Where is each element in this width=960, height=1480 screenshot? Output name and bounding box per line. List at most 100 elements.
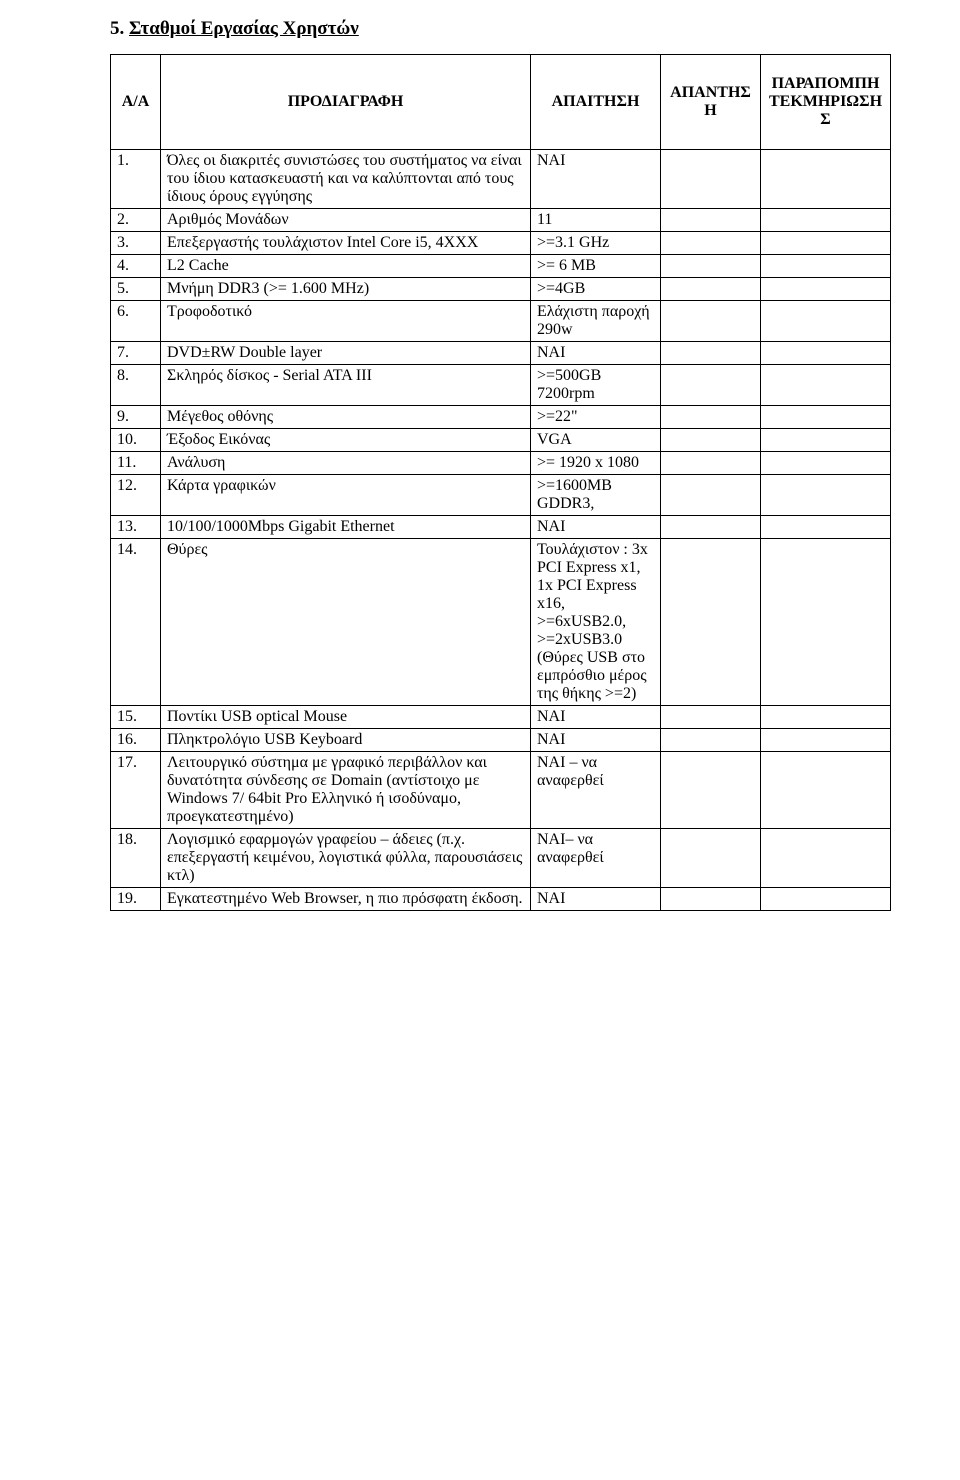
row-reference	[761, 729, 891, 752]
row-spec: Επεξεργαστής τουλάχιστον Intel Core i5, …	[161, 232, 531, 255]
row-index: 14.	[111, 539, 161, 706]
row-reference	[761, 232, 891, 255]
row-answer	[661, 452, 761, 475]
row-requirement: >= 1920 x 1080	[531, 452, 661, 475]
table-row: 16.Πληκτρολόγιο USB KeyboardΝΑΙ	[111, 729, 891, 752]
row-spec: Αριθμός Μονάδων	[161, 209, 531, 232]
row-reference	[761, 452, 891, 475]
row-spec: 10/100/1000Mbps Gigabit Ethernet	[161, 516, 531, 539]
row-index: 7.	[111, 342, 161, 365]
row-reference	[761, 278, 891, 301]
row-reference	[761, 706, 891, 729]
header-index: Α/Α	[111, 55, 161, 150]
row-requirement: >= 6 MB	[531, 255, 661, 278]
row-spec: Ανάλυση	[161, 452, 531, 475]
row-spec: Θύρες	[161, 539, 531, 706]
row-index: 15.	[111, 706, 161, 729]
header-row: Α/Α ΠΡΟΔΙΑΓΡΑΦΗ ΑΠΑΙΤΗΣΗ ΑΠΑΝΤΗΣΗ ΠΑΡΑΠΟ…	[111, 55, 891, 150]
row-reference	[761, 752, 891, 829]
row-requirement: ΝΑΙ– να αναφερθεί	[531, 829, 661, 888]
row-reference	[761, 301, 891, 342]
row-requirement: ΝΑΙ – να αναφερθεί	[531, 752, 661, 829]
row-index: 18.	[111, 829, 161, 888]
row-requirement: >=4GB	[531, 278, 661, 301]
table-row: 18.Λογισμικό εφαρμογών γραφείου – άδειες…	[111, 829, 891, 888]
section-number: 5.	[110, 18, 124, 39]
section-title: 5. Σταθμοί Εργασίας Χρηστών	[110, 18, 890, 40]
row-answer	[661, 706, 761, 729]
table-row: 13.10/100/1000Mbps Gigabit EthernetΝΑΙ	[111, 516, 891, 539]
row-spec: Λειτουργικό σύστημα με γραφικό περιβάλλο…	[161, 752, 531, 829]
row-reference	[761, 516, 891, 539]
table-row: 5.Μνήμη DDR3 (>= 1.600 MHz)>=4GB	[111, 278, 891, 301]
row-answer	[661, 342, 761, 365]
row-requirement: >=500GB 7200rpm	[531, 365, 661, 406]
table-row: 11.Ανάλυση>= 1920 x 1080	[111, 452, 891, 475]
row-spec: Τροφοδοτικό	[161, 301, 531, 342]
header-spec: ΠΡΟΔΙΑΓΡΑΦΗ	[161, 55, 531, 150]
header-ref: ΠΑΡΑΠΟΜΠΗ ΤΕΚΜΗΡΙΩΣΗΣ	[761, 55, 891, 150]
row-requirement: ΝΑΙ	[531, 729, 661, 752]
row-index: 16.	[111, 729, 161, 752]
row-answer	[661, 729, 761, 752]
row-answer	[661, 829, 761, 888]
table-row: 4.L2 Cache>= 6 MB	[111, 255, 891, 278]
table-row: 17.Λειτουργικό σύστημα με γραφικό περιβά…	[111, 752, 891, 829]
table-row: 15.Ποντίκι USB optical MouseΝΑΙ	[111, 706, 891, 729]
table-row: 14.ΘύρεςΤουλάχιστον : 3x PCI Express x1,…	[111, 539, 891, 706]
row-answer	[661, 365, 761, 406]
row-requirement: ΝΑΙ	[531, 150, 661, 209]
row-requirement: >=3.1 GHz	[531, 232, 661, 255]
row-spec: Όλες οι διακριτές συνιστώσες του συστήμα…	[161, 150, 531, 209]
row-answer	[661, 301, 761, 342]
row-reference	[761, 209, 891, 232]
row-answer	[661, 406, 761, 429]
row-reference	[761, 829, 891, 888]
table-row: 2.Αριθμός Μονάδων11	[111, 209, 891, 232]
row-spec: Εγκατεστημένο Web Browser, η πιο πρόσφατ…	[161, 888, 531, 911]
row-answer	[661, 752, 761, 829]
row-reference	[761, 429, 891, 452]
row-spec: DVD±RW Double layer	[161, 342, 531, 365]
header-required: ΑΠΑΙΤΗΣΗ	[531, 55, 661, 150]
spec-table-body: 1.Όλες οι διακριτές συνιστώσες του συστή…	[111, 150, 891, 911]
row-index: 13.	[111, 516, 161, 539]
row-reference	[761, 255, 891, 278]
row-answer	[661, 232, 761, 255]
row-reference	[761, 150, 891, 209]
row-index: 8.	[111, 365, 161, 406]
table-row: 19.Εγκατεστημένο Web Browser, η πιο πρόσ…	[111, 888, 891, 911]
row-answer	[661, 516, 761, 539]
row-spec: Ποντίκι USB optical Mouse	[161, 706, 531, 729]
row-index: 17.	[111, 752, 161, 829]
row-spec: Λογισμικό εφαρμογών γραφείου – άδειες (π…	[161, 829, 531, 888]
row-spec: Μνήμη DDR3 (>= 1.600 MHz)	[161, 278, 531, 301]
row-requirement: VGA	[531, 429, 661, 452]
row-reference	[761, 888, 891, 911]
row-index: 4.	[111, 255, 161, 278]
row-answer	[661, 150, 761, 209]
row-reference	[761, 365, 891, 406]
row-index: 2.	[111, 209, 161, 232]
row-answer	[661, 475, 761, 516]
spec-table: Α/Α ΠΡΟΔΙΑΓΡΑΦΗ ΑΠΑΙΤΗΣΗ ΑΠΑΝΤΗΣΗ ΠΑΡΑΠΟ…	[110, 54, 891, 911]
table-row: 8.Σκληρός δίσκος - Serial ATA III>=500GB…	[111, 365, 891, 406]
row-index: 5.	[111, 278, 161, 301]
row-answer	[661, 539, 761, 706]
row-requirement: Τουλάχιστον : 3x PCI Express x1, 1x PCI …	[531, 539, 661, 706]
table-row: 1.Όλες οι διακριτές συνιστώσες του συστή…	[111, 150, 891, 209]
table-row: 9.Μέγεθος οθόνης>=22"	[111, 406, 891, 429]
row-answer	[661, 255, 761, 278]
section-heading-text: Σταθμοί Εργασίας Χρηστών	[129, 18, 359, 39]
row-spec: Σκληρός δίσκος - Serial ATA III	[161, 365, 531, 406]
row-spec: Μέγεθος οθόνης	[161, 406, 531, 429]
row-requirement: ΝΑΙ	[531, 706, 661, 729]
row-index: 3.	[111, 232, 161, 255]
row-requirement: Ελάχιστη παροχή 290w	[531, 301, 661, 342]
row-requirement: >=22"	[531, 406, 661, 429]
table-row: 7.DVD±RW Double layerΝΑΙ	[111, 342, 891, 365]
row-requirement: 11	[531, 209, 661, 232]
row-spec: Κάρτα γραφικών	[161, 475, 531, 516]
row-answer	[661, 278, 761, 301]
row-reference	[761, 406, 891, 429]
